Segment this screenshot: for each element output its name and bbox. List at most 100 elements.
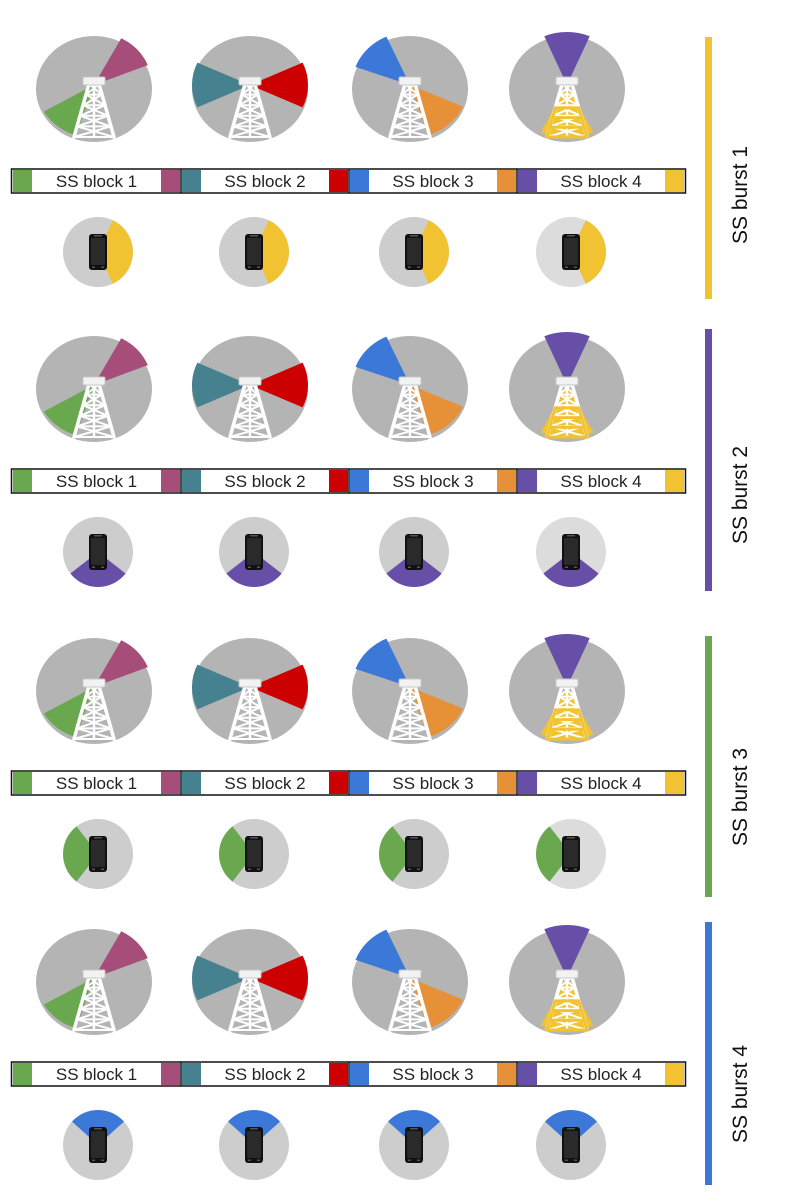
phone-icon [245, 836, 263, 872]
ue-beam-pattern [63, 217, 133, 287]
ss-burst-label: SS burst 2 [729, 446, 752, 544]
ss-burst-group-1: SS block 1 SS block 2 SS block 3 SS block 4… [10, 31, 752, 299]
ss-block-start-marker [518, 170, 537, 192]
gnb-beam-pattern [509, 31, 625, 142]
ss-block-end-marker [497, 1063, 516, 1085]
ss-block-end-marker [665, 772, 684, 794]
ss-block-end-marker [665, 1063, 684, 1085]
ss-block-2: SS block 2 [180, 169, 348, 193]
gnb-beam-pattern [352, 36, 468, 142]
beam-sector [250, 955, 309, 1001]
gnb-tower-icon [72, 678, 116, 741]
ss-block-label: SS block 4 [560, 1065, 641, 1084]
gnb-beam-pattern [352, 638, 468, 744]
ss-block-4: SS block 4 [516, 169, 684, 193]
beam-sector [355, 36, 410, 85]
ss-block-start-marker [350, 1063, 369, 1085]
phone-icon [562, 1127, 580, 1163]
ss-block-2: SS block 2 [180, 469, 348, 493]
ss-block-label: SS block 4 [560, 774, 641, 793]
ss-block-end-marker [497, 470, 516, 492]
ss-block-1: SS block 1 [13, 772, 180, 794]
ss-block-label: SS block 1 [56, 774, 137, 793]
ss-burst-label: SS burst 3 [729, 748, 752, 846]
phone-icon [405, 836, 423, 872]
beam-sector [410, 85, 463, 136]
ue-beam-pattern [219, 1110, 289, 1180]
ss-block-4: SS block 4 [516, 771, 684, 795]
gnb-tower-icon [72, 969, 116, 1032]
ue-beam-sector [536, 826, 571, 882]
gnb-beam-pattern [36, 36, 152, 142]
phone-icon [89, 1127, 107, 1163]
phone-icon [405, 234, 423, 270]
phone-icon [89, 534, 107, 570]
ss-block-strip: SS block 1 SS block 2 SS block 3 SS block 4 [10, 1061, 687, 1087]
ss-block-2: SS block 2 [180, 1062, 348, 1086]
ss-block-label: SS block 4 [560, 472, 641, 491]
gnb-tower-icon [545, 678, 589, 741]
gnb-beam-pattern [36, 336, 152, 442]
ss-burst-bar [705, 37, 712, 299]
gnb-beam-pattern [509, 633, 625, 744]
beam-sector [355, 929, 410, 978]
phone-icon [245, 1127, 263, 1163]
phone-icon [245, 534, 263, 570]
ss-block-start-marker [518, 470, 537, 492]
ss-block-end-marker [329, 470, 348, 492]
beam-sector [544, 31, 590, 85]
gnb-tower-icon [388, 376, 432, 439]
gnb-beam-pattern [191, 929, 309, 1035]
ss-block-label: SS block 1 [56, 1065, 137, 1084]
beam-sector [410, 978, 463, 1029]
ss-block-start-marker [13, 170, 32, 192]
ss-block-start-marker [13, 772, 32, 794]
ss-block-end-marker [329, 1063, 348, 1085]
gnb-beam-pattern [509, 924, 625, 1035]
gnb-tower-icon [388, 76, 432, 139]
ss-block-start-marker [350, 470, 369, 492]
ss-block-start-marker [182, 470, 201, 492]
ss-burst-bar [705, 922, 712, 1185]
ss-block-4: SS block 4 [516, 469, 684, 493]
ss-block-start-marker [518, 1063, 537, 1085]
ss-burst-group-2: SS block 1 SS block 2 SS block 3 SS block 4… [10, 329, 752, 591]
beam-sector [43, 85, 94, 136]
ue-beam-pattern [219, 217, 289, 287]
ue-beam-pattern [63, 1110, 133, 1180]
ss-block-label: SS block 1 [56, 472, 137, 491]
ss-block-label: SS block 2 [224, 472, 305, 491]
ss-block-end-marker [329, 170, 348, 192]
ss-burst-group-3: SS block 1 SS block 2 SS block 3 SS block 4… [10, 633, 752, 897]
ss-block-1: SS block 1 [13, 170, 180, 192]
ue-beam-pattern [536, 517, 606, 587]
ss-block-end-marker [161, 772, 180, 794]
gnb-beam-pattern [352, 929, 468, 1035]
ss-block-label: SS block 1 [56, 172, 137, 191]
ue-beam-sector [219, 826, 254, 882]
phone-icon [245, 234, 263, 270]
ue-beam-pattern [219, 819, 289, 889]
ss-block-3: SS block 3 [348, 469, 516, 493]
ss-burst-bar [705, 329, 712, 591]
beam-sector [544, 924, 590, 978]
beam-sector [191, 362, 250, 408]
ue-beam-pattern [63, 819, 133, 889]
ss-block-end-marker [161, 1063, 180, 1085]
gnb-beam-pattern [191, 638, 309, 744]
ss-block-start-marker [182, 772, 201, 794]
ss-block-end-marker [329, 772, 348, 794]
ss-block-3: SS block 3 [348, 169, 516, 193]
beam-sector [43, 687, 94, 738]
beam-sector [355, 638, 410, 687]
ss-block-2: SS block 2 [180, 771, 348, 795]
beam-sector [191, 955, 250, 1001]
phone-icon [405, 534, 423, 570]
phone-icon [562, 234, 580, 270]
ss-block-start-marker [350, 772, 369, 794]
phone-icon [89, 234, 107, 270]
gnb-beam-pattern [36, 929, 152, 1035]
ss-burst-label: SS burst 1 [729, 146, 752, 244]
phone-icon [562, 534, 580, 570]
